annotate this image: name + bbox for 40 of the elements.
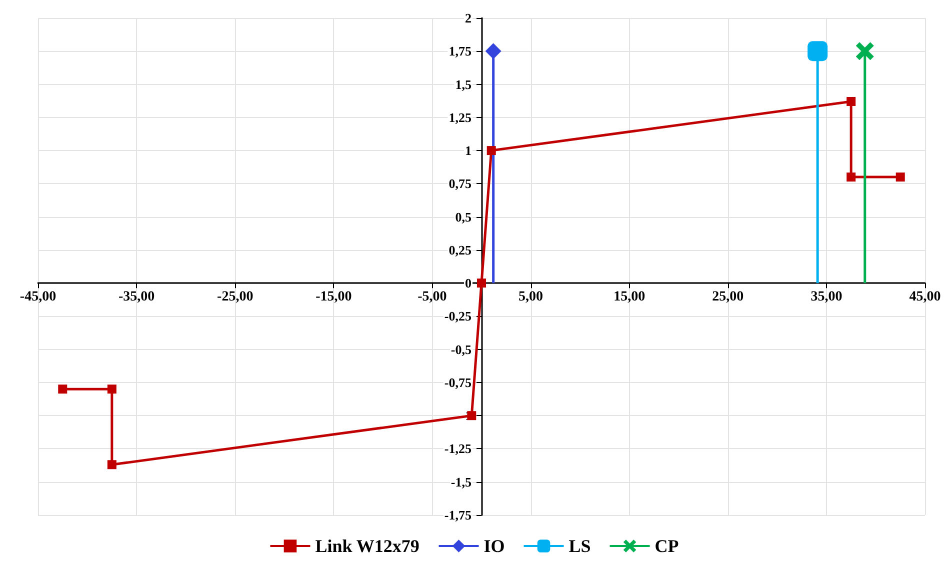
x-tick-label: -5,00 [418, 290, 447, 305]
y-tick-label: -1,25 [444, 441, 472, 456]
y-tick-label: 0,5 [455, 209, 472, 224]
x-tick-label: 25,00 [712, 290, 744, 305]
point [808, 41, 828, 62]
x-tick-label: -15,00 [316, 290, 352, 305]
y-tick-label: 0,75 [448, 176, 472, 192]
point [485, 43, 502, 60]
legend-label: IO [484, 536, 505, 556]
y-tick-label: -0,25 [444, 308, 472, 324]
point [846, 172, 856, 182]
x-tick-label: -35,00 [118, 290, 155, 305]
x-tick-label: -45,00 [20, 290, 56, 305]
point [896, 172, 905, 182]
point [107, 460, 116, 470]
y-tick-label: 2 [465, 10, 472, 26]
point [107, 384, 116, 394]
x-tick-label: -25,00 [217, 290, 254, 305]
point [58, 384, 68, 394]
y-tick-label: 0 [465, 276, 472, 291]
y-tick-label: 1 [465, 143, 472, 158]
x-tick-label: 15,00 [614, 290, 646, 305]
legend-label: CP [654, 536, 679, 556]
y-tick-label: -0,75 [444, 374, 472, 390]
point [856, 42, 874, 60]
point [846, 96, 856, 106]
point [477, 278, 486, 288]
y-tick-label: 1,25 [448, 110, 472, 125]
x-tick-label: 35,00 [810, 290, 842, 305]
legend-label: Link W12x79 [315, 536, 420, 556]
x-tick-label: 45,00 [909, 290, 941, 305]
x-tick-label: 5,00 [518, 290, 544, 305]
y-tick-label: -1,5 [450, 474, 472, 490]
y-tick-label: -1,75 [444, 508, 472, 522]
legend-label: LS [568, 536, 591, 556]
y-tick-label: 1,75 [448, 44, 472, 59]
y-tick-label: -0,5 [450, 342, 472, 357]
point [486, 146, 496, 156]
y-tick-label: 1,5 [455, 76, 472, 92]
y-tick-label: 0,25 [448, 242, 472, 258]
